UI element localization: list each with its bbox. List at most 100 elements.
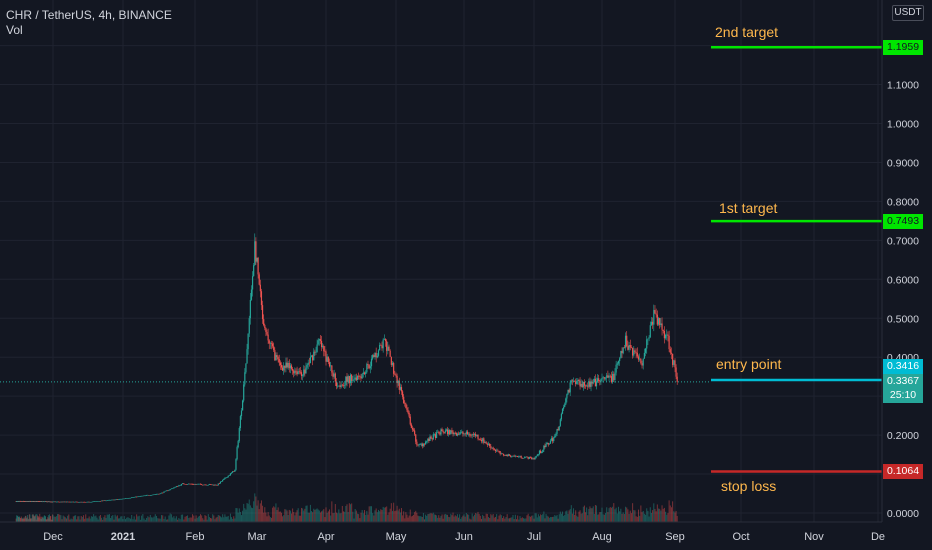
candle-body (621, 350, 623, 354)
volume-bar (575, 510, 577, 522)
volume-bar (676, 515, 678, 522)
candle-body (634, 350, 636, 352)
price-tick-label: 0.6000 (887, 274, 919, 286)
price-tick-label: 0.5000 (887, 313, 919, 325)
volume-bar (589, 506, 591, 522)
volume-bar (386, 506, 388, 522)
volume-bar (267, 512, 269, 522)
volume-bar (22, 517, 24, 522)
candle-body (560, 413, 563, 420)
volume-bar (173, 516, 175, 522)
candle-body (395, 374, 397, 376)
candle-body (320, 340, 323, 348)
candle-body (284, 365, 286, 368)
candle-body (365, 372, 367, 374)
volume-bar (569, 509, 571, 522)
candle-body (233, 471, 235, 472)
candle-body (273, 346, 275, 351)
candle-body (250, 289, 253, 300)
candle-body (145, 495, 148, 496)
candle-body (126, 498, 128, 499)
volume-bar (256, 505, 258, 522)
candle-body (360, 376, 362, 379)
volume-bar (612, 506, 614, 522)
volume-bar (89, 518, 91, 522)
candle-body (442, 431, 444, 433)
volume-bar (64, 517, 66, 522)
candle-body (425, 441, 427, 445)
volume-bar (55, 516, 57, 522)
candle-body (543, 445, 545, 450)
price-axis[interactable]: 1.20001.10001.00000.90000.80000.70000.60… (887, 41, 919, 520)
candle-body (331, 365, 333, 373)
volume-bar (519, 516, 521, 522)
candle-body (162, 492, 164, 494)
volume-bar (503, 516, 505, 522)
volume-bar (514, 514, 516, 522)
volume-bar (170, 514, 172, 522)
candle-body (577, 380, 579, 382)
volume-bar (279, 511, 281, 522)
candle-body (172, 488, 174, 490)
candle-body (468, 433, 470, 435)
candle-body (661, 323, 663, 330)
volume-bar (262, 505, 264, 522)
volume-bar (70, 518, 72, 522)
volume-bar (344, 511, 346, 522)
candle-body (324, 351, 326, 352)
candle-body (670, 352, 673, 354)
symbol-title[interactable]: CHR / TetherUS, 4h, BINANCE (6, 8, 172, 22)
candle-body (388, 346, 390, 351)
volume-bar (472, 516, 474, 522)
volume-bar (626, 507, 628, 522)
candle-body (227, 475, 229, 478)
time-axis[interactable]: Dec 2021 Feb Mar Apr May Jun Jul Aug Sep Oct Nov De (43, 531, 885, 543)
volume-bar (546, 515, 548, 522)
candle-body (332, 372, 334, 377)
volume-bar (327, 511, 329, 522)
volume-bar (541, 515, 543, 522)
volume-bar (16, 516, 18, 522)
candle-body (363, 372, 366, 374)
candle-body (236, 447, 238, 460)
candle-body (64, 501, 67, 503)
candle-body (158, 493, 160, 495)
candle-body (72, 501, 74, 503)
volume-bar (674, 512, 676, 522)
volume-bar (285, 509, 287, 522)
volume-bar (447, 514, 449, 522)
volume-bar (534, 513, 536, 522)
candle-body (189, 483, 191, 485)
volume-bar (121, 516, 123, 522)
volume-bar (675, 510, 677, 522)
currency-unit-badge[interactable]: USDT (892, 5, 924, 21)
volume-bar (152, 517, 154, 522)
volume-bar (241, 515, 242, 522)
candle-body (583, 381, 586, 386)
volume-bar (59, 514, 61, 522)
volume-bar (234, 518, 236, 522)
volume-bar (318, 510, 320, 522)
volume-bar (218, 515, 220, 522)
volume-bar (302, 508, 304, 522)
volume-bar (553, 516, 555, 522)
volume-bar (233, 516, 235, 522)
candle-body (84, 501, 86, 503)
volume-bar (438, 515, 440, 522)
volume-bar (563, 515, 565, 522)
volume-bar (158, 518, 160, 522)
candle-body (226, 477, 228, 478)
candle-body (455, 432, 457, 436)
volume-bar (443, 514, 445, 522)
candle-body (377, 350, 380, 356)
candle-body (556, 429, 558, 434)
volume-indicator-label[interactable]: Vol (6, 23, 23, 37)
candle-body (508, 454, 511, 456)
volume-bar (117, 518, 119, 522)
volume-bar (452, 512, 454, 522)
volume-bar (485, 513, 487, 522)
candle-body (195, 484, 197, 485)
volume-bar (18, 516, 20, 522)
candle-body (445, 429, 448, 431)
